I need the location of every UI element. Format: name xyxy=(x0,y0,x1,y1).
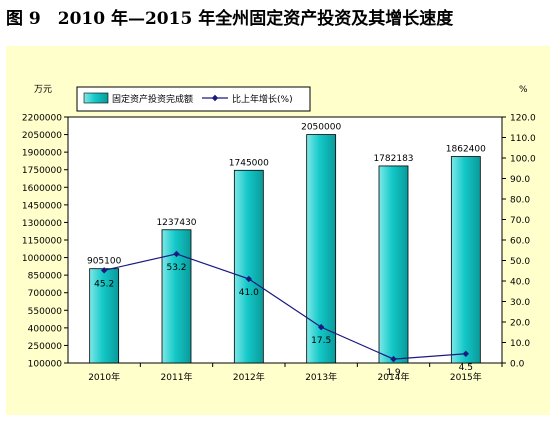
plot-area xyxy=(67,116,503,364)
bar-value-label: 1237430 xyxy=(156,218,196,228)
legend-bar-swatch xyxy=(83,92,109,104)
bar xyxy=(161,229,192,364)
y-left-tick-label: 250000 xyxy=(28,342,63,352)
y-left-tick-label: 400000 xyxy=(28,324,63,334)
y-left-unit-label: 万元 xyxy=(34,85,52,95)
growth-point xyxy=(317,323,325,331)
y-right-tick-label: 100.0 xyxy=(510,155,536,165)
y-right-tick-label: 110.0 xyxy=(510,134,536,144)
bar-value-label: 1782183 xyxy=(373,154,413,164)
growth-value-label: 1.9 xyxy=(386,368,401,378)
bar xyxy=(233,169,264,364)
y-left-tick-label: 1450000 xyxy=(22,201,62,211)
growth-point xyxy=(245,275,253,283)
growth-value-label: 4.5 xyxy=(459,363,473,373)
growth-point xyxy=(462,350,470,357)
y-left-tick-label: 850000 xyxy=(28,272,63,282)
y-right-tick-label: 10.0 xyxy=(510,339,530,349)
bar-value-label: 905100 xyxy=(87,257,122,267)
bar xyxy=(450,156,481,364)
growth-value-label: 41.0 xyxy=(239,288,259,298)
y-right-tick-label: 90.0 xyxy=(510,175,530,185)
bar xyxy=(378,165,409,364)
growth-value-label: 53.2 xyxy=(166,263,186,273)
y-right-tick-label: 20.0 xyxy=(510,319,530,329)
legend-box xyxy=(76,86,311,112)
y-left-tick-label: 1150000 xyxy=(22,237,62,247)
y-right-tick-label: 60.0 xyxy=(510,237,530,247)
growth-value-label: 45.2 xyxy=(94,279,114,289)
growth-point xyxy=(390,355,397,363)
y-right-unit-label: % xyxy=(519,85,528,95)
y-right-tick-label: 30.0 xyxy=(510,298,530,308)
y-left-tick-label: 1900000 xyxy=(22,149,62,159)
y-right-tick-label: 50.0 xyxy=(510,257,530,267)
y-right-tick-label: 80.0 xyxy=(510,196,530,206)
x-tick-label: 2014年 xyxy=(378,371,410,383)
figure-title: 图 9 2010 年—2015 年全州固定资产投资及其增长速度 xyxy=(6,9,454,29)
y-right-tick-label: 120.0 xyxy=(510,114,536,124)
y-left-tick-label: 700000 xyxy=(28,289,63,299)
y-left-tick-label: 2200000 xyxy=(22,114,62,124)
bar-value-label: 1745000 xyxy=(229,158,269,168)
y-left-tick-label: 2050000 xyxy=(22,131,62,141)
y-right-tick-label: 70.0 xyxy=(510,216,530,226)
y-left-tick-label: 1750000 xyxy=(22,166,62,176)
y-right-tick-label: 0.0 xyxy=(510,360,525,370)
y-left-tick-label: 1600000 xyxy=(22,184,62,194)
x-tick-label: 2015年 xyxy=(450,371,482,383)
legend-line-label: 比上年增长(%) xyxy=(232,93,293,105)
chart-panel: 2200000 2050000 1900000 1750000 1600000 14500… xyxy=(6,46,550,415)
bar-value-label: 2050000 xyxy=(301,123,341,133)
bar-value-label: 1862400 xyxy=(446,145,486,155)
legend-line-marker xyxy=(211,94,219,102)
growth-point xyxy=(173,250,180,258)
x-tick-label: 2010年 xyxy=(88,371,120,383)
y-left-tick-label: 1300000 xyxy=(22,219,62,229)
legend-bar-label: 固定资产投资完成额 xyxy=(112,93,193,105)
growth-line xyxy=(104,253,466,360)
y-left-tick-label: 100000 xyxy=(28,360,63,370)
x-tick-label: 2011年 xyxy=(161,371,193,383)
x-tick-label: 2013年 xyxy=(305,371,337,383)
combo-chart: 2200000 2050000 1900000 1750000 1600000 14500… xyxy=(22,85,536,383)
y-left-tick-label: 1000000 xyxy=(22,254,62,264)
bar xyxy=(89,268,120,364)
y-right-tick-label: 40.0 xyxy=(510,278,530,288)
growth-value-label: 17.5 xyxy=(311,336,331,346)
x-tick-label: 2012年 xyxy=(233,371,265,383)
y-left-tick-label: 550000 xyxy=(28,307,63,317)
